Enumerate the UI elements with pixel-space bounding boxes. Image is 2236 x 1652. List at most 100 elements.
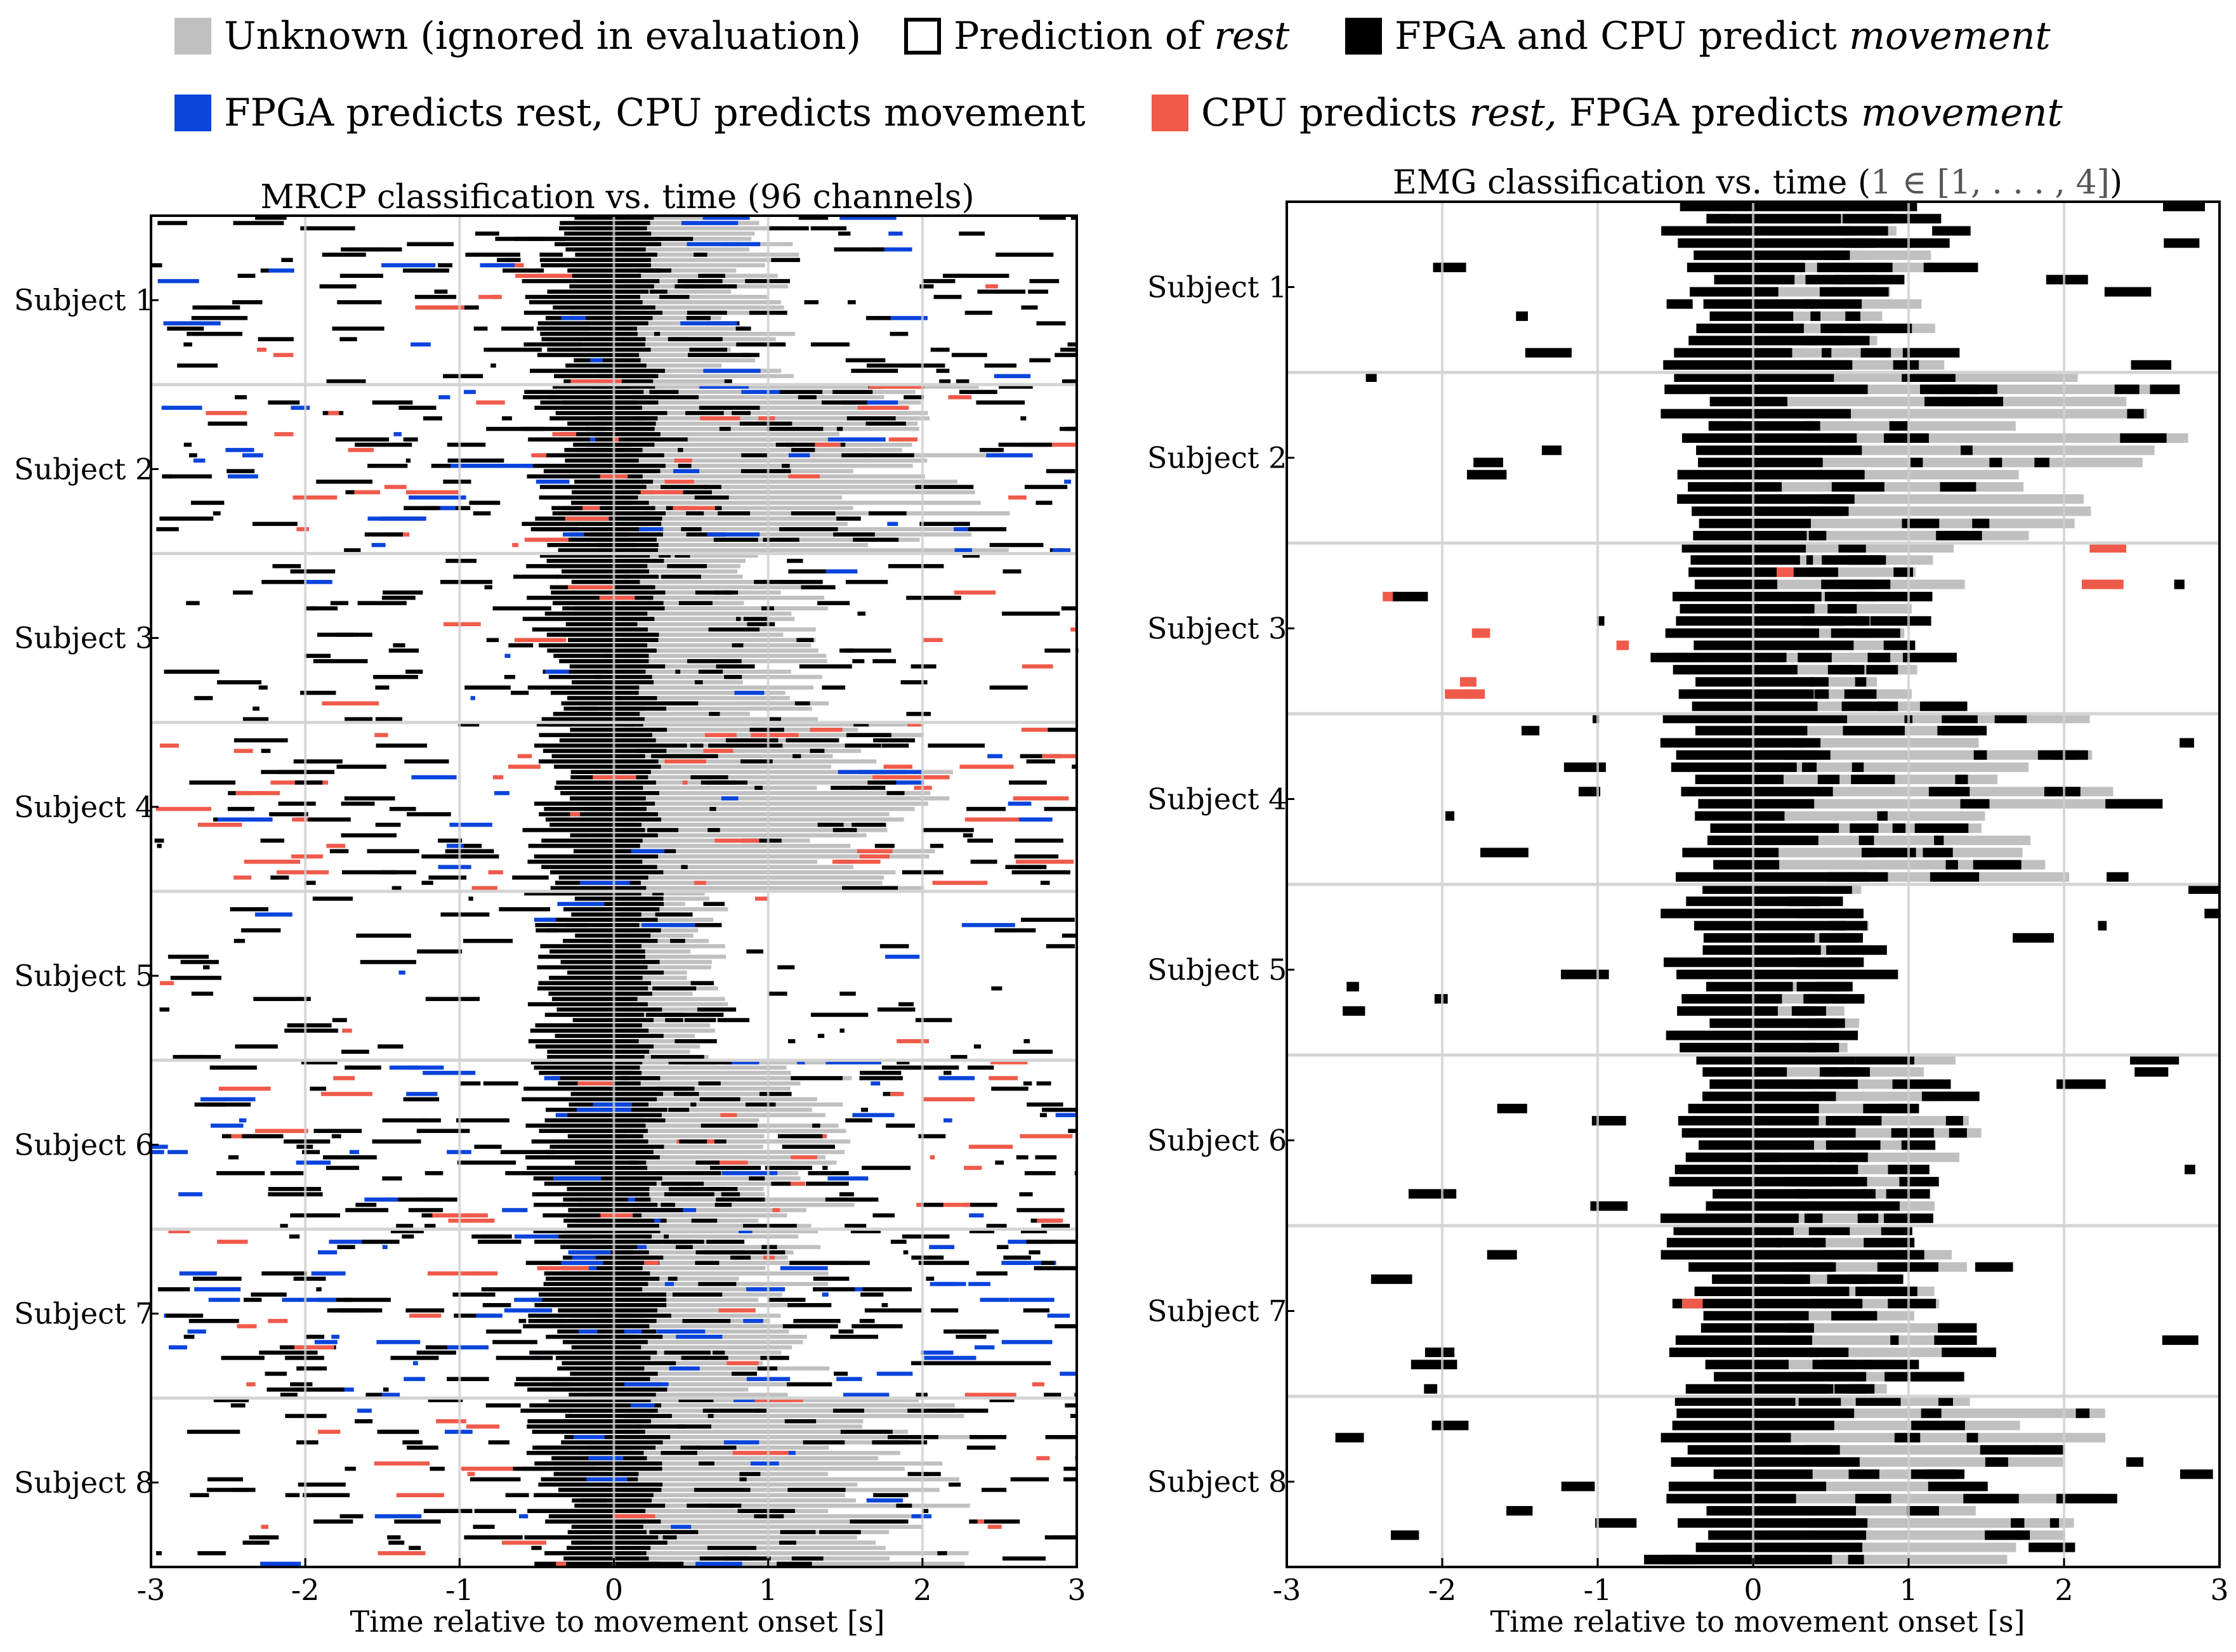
movement-bar [316,1287,322,1292]
movement-bar [1015,838,1063,843]
movement-bar [157,221,187,225]
unknown-bar [621,1234,799,1239]
cpu-rest-fpga-move-bar [168,1229,190,1233]
movement-bar [430,1466,445,1471]
movement-bar [1891,1128,1934,1138]
movement-core-bar [544,1013,644,1017]
cpu-rest-fpga-move-bar [296,527,309,532]
movement-bar [2204,908,2220,919]
movement-bar [159,1007,170,1012]
unknown-bar [621,612,792,616]
movement-core-bar [565,458,639,463]
movement-bar [656,1086,695,1091]
movement-bar [749,728,784,732]
movement-bar [638,1540,668,1545]
fpga-rest-cpu-move-bar [593,1102,629,1107]
movement-bar [798,216,829,220]
movement-bar [1932,226,1971,236]
unknown-bar [621,1413,964,1419]
movement-bar [833,532,875,537]
movement-bar [290,1382,313,1387]
movement-bar [1798,1396,1841,1406]
movement-bar [1831,482,1884,492]
movement-bar [217,680,261,685]
movement-bar [964,310,992,315]
cpu-rest-fpga-move-bar [888,437,917,442]
movement-bar [270,875,289,880]
unknown-bar [621,326,741,331]
movement-bar [729,744,783,748]
fpga-rest-cpu-move-bar [534,917,556,922]
unknown-bar [621,1408,975,1413]
movement-core-bar [553,305,655,310]
movement-bar [345,717,373,721]
movement-bar [954,273,1009,279]
movement-bar [332,1018,347,1023]
fpga-rest-cpu-move-bar [590,358,603,363]
movement-bar [474,1144,502,1149]
movement-bar [1820,469,1865,480]
cpu-rest-fpga-move-bar [599,596,635,600]
cpu-rest-fpga-move-bar [568,585,623,589]
movement-bar [1870,616,1931,626]
fpga-rest-cpu-move-bar [518,1514,529,1519]
movement-bar [206,1488,249,1492]
movement-core-bar [531,1377,650,1381]
subject-label: Subject 6 [14,1127,154,1162]
movement-core-bar [558,1308,658,1313]
movement-bar [1945,860,1958,870]
movement-bar [569,310,621,315]
movement-bar [285,1493,300,1498]
movement-bar [1827,604,1857,614]
movement-bar [661,1450,697,1455]
unknown-bar [621,712,750,716]
movement-bar [1480,848,1529,858]
legend-item-rest: Prediction of rest [904,14,1289,58]
movement-bar [792,754,801,759]
movement-bar [991,1086,1029,1091]
movement-bar [563,1218,611,1223]
cpu-rest-fpga-move-bar [415,305,465,310]
movement-bar [1004,1361,1051,1365]
movement-bar [424,1170,444,1176]
unknown-bar [621,844,851,848]
movement-bar [484,585,492,589]
unknown-bar [621,1361,763,1365]
movement-bar [471,1234,512,1239]
movement-core-bar [1680,1042,1839,1052]
movement-bar [1039,216,1066,220]
movement-bar [579,1202,610,1207]
movement-core-bar [551,754,645,759]
movement-core-bar [1666,1493,1796,1504]
movement-bar [694,1445,737,1450]
fpga-rest-cpu-move-bar [1064,480,1072,484]
movement-bar [278,801,316,806]
movement-bar [388,1540,405,1545]
movement-bar [308,817,351,822]
movement-bar [1805,1445,1834,1455]
movement-bar [1792,969,1850,980]
movement-bar [193,1276,242,1281]
fpga-rest-cpu-move-bar [193,458,206,463]
movement-bar [213,1398,249,1403]
movement-core-bar [534,854,659,859]
unknown-bar [1761,1335,1971,1345]
movement-bar [562,400,614,405]
movement-bar [979,448,1004,452]
movement-bar [1811,1091,1836,1101]
movement-bar [312,896,353,901]
unknown-bar [621,548,1009,553]
fpga-rest-cpu-move-bar [987,754,1003,759]
movement-bar [668,1108,690,1112]
movement-bar [708,744,744,748]
movement-core-bar [1698,799,1815,809]
movement-bar [637,1424,687,1429]
movement-bar [1806,1042,1817,1052]
movement-bar [209,1065,233,1070]
movement-bar [1844,689,1877,699]
movement-bar [698,1282,737,1287]
cpu-rest-fpga-move-bar [448,1218,495,1223]
movement-bar [539,405,554,410]
movement-bar [1837,1152,1868,1162]
movement-bar [1466,469,1507,480]
